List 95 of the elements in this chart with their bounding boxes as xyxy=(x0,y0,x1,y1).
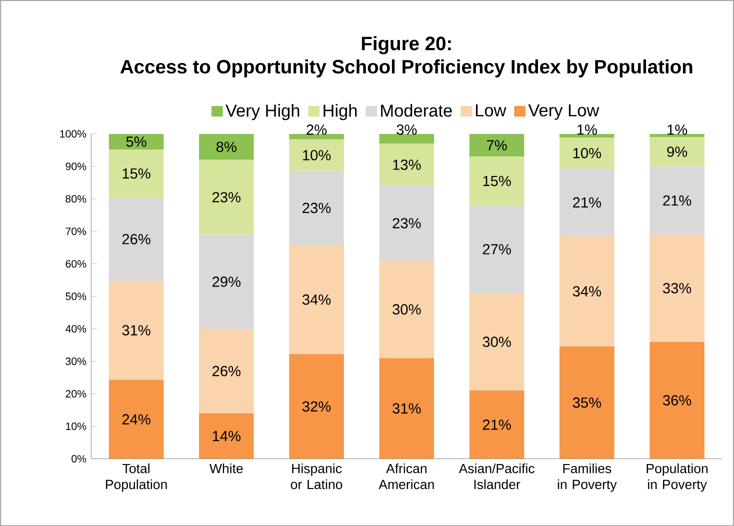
x-tick-label: Population in Poverty xyxy=(646,463,708,492)
data-label: 34% xyxy=(302,294,331,305)
bar xyxy=(560,134,614,138)
legend-label: Moderate xyxy=(381,104,452,117)
y-tick-label: 40% xyxy=(66,324,86,332)
data-label: 33% xyxy=(663,282,692,294)
data-label: 8% xyxy=(216,142,236,152)
bar xyxy=(108,280,164,380)
data-label: 30% xyxy=(392,304,421,314)
bar xyxy=(469,156,524,206)
data-label: 2% xyxy=(306,124,327,135)
bar xyxy=(108,197,164,281)
bar xyxy=(469,390,524,459)
data-label: 5% xyxy=(126,136,146,147)
data-label: 34% xyxy=(572,286,601,296)
data-label: 10% xyxy=(303,150,331,160)
bar xyxy=(560,346,614,459)
x-tick-label: Asian/Pacific Islander xyxy=(458,463,534,490)
data-label: 35% xyxy=(572,397,601,408)
bar xyxy=(560,236,614,346)
y-tick-label: 60% xyxy=(66,260,86,268)
y-tick-label: 100% xyxy=(60,130,86,138)
bar xyxy=(560,168,614,236)
data-label: 1% xyxy=(577,124,597,135)
x-tick-label: African American xyxy=(378,463,434,490)
bar xyxy=(469,205,524,293)
legend-label: High xyxy=(324,104,357,120)
chart-subtitle: Access to Opportunity School Proficiency Index by Population xyxy=(120,59,692,78)
data-label: 21% xyxy=(482,419,511,430)
y-tick-label: 10% xyxy=(66,422,86,430)
x-tick-label: Hispanic or Latino xyxy=(290,463,342,490)
bar xyxy=(650,342,704,459)
x-tick-label: Total Population xyxy=(106,463,167,492)
data-label: 1% xyxy=(668,124,688,135)
bar xyxy=(289,354,344,459)
bar xyxy=(289,170,344,245)
bar xyxy=(560,137,614,169)
bar xyxy=(379,260,434,358)
data-label: 3% xyxy=(396,124,417,135)
y-tick-label: 20% xyxy=(66,390,86,398)
bar xyxy=(379,358,434,459)
y-tick-label: 70% xyxy=(66,228,86,236)
data-label: 21% xyxy=(663,195,692,206)
data-label: 15% xyxy=(483,176,511,186)
bar xyxy=(199,328,254,414)
bar xyxy=(199,160,254,235)
data-label: 7% xyxy=(486,140,507,150)
data-label: 26% xyxy=(212,366,240,376)
data-label: 15% xyxy=(122,168,150,179)
bar xyxy=(650,234,704,342)
chart-title: Figure 20: xyxy=(362,36,451,54)
data-label: 10% xyxy=(573,148,601,158)
data-label: 23% xyxy=(302,202,331,214)
y-tick-label: 90% xyxy=(66,162,86,170)
bar xyxy=(469,134,524,157)
data-label: 24% xyxy=(122,414,150,424)
data-label: 36% xyxy=(663,395,692,406)
data-label: 23% xyxy=(212,192,240,202)
data-label: 31% xyxy=(122,325,150,336)
data-label: 14% xyxy=(212,430,240,442)
data-label: 21% xyxy=(573,197,601,208)
bar xyxy=(199,413,254,459)
y-tick-label: 0% xyxy=(72,454,86,462)
bar xyxy=(469,292,524,390)
data-label: 9% xyxy=(667,146,688,157)
bar xyxy=(199,234,254,329)
legend-label: Very High xyxy=(226,104,300,120)
data-label: 32% xyxy=(302,401,331,412)
bar xyxy=(650,134,704,138)
bar xyxy=(289,139,344,171)
bar xyxy=(108,380,164,459)
bar xyxy=(199,134,254,160)
bar xyxy=(379,144,434,186)
data-label: 23% xyxy=(392,218,421,228)
bar xyxy=(108,134,164,150)
data-label: 13% xyxy=(393,160,421,170)
bar xyxy=(379,134,434,144)
x-tick-label: Families in Poverty xyxy=(558,463,617,492)
y-tick-label: 30% xyxy=(66,357,86,365)
y-tick-label: 50% xyxy=(66,292,86,300)
bar xyxy=(379,186,434,261)
bar xyxy=(650,166,704,235)
bar xyxy=(650,137,704,166)
bar xyxy=(289,244,344,354)
data-label: 26% xyxy=(122,234,150,244)
legend-label: Very Low xyxy=(528,104,600,120)
legend-label: Low xyxy=(476,104,506,116)
bar xyxy=(289,134,344,140)
data-label: 31% xyxy=(392,403,421,414)
bar xyxy=(108,149,164,198)
x-tick-label: White xyxy=(210,463,243,474)
data-label: 29% xyxy=(212,276,240,287)
data-label: 27% xyxy=(482,244,511,254)
y-tick-label: 80% xyxy=(66,195,86,203)
data-label: 30% xyxy=(482,336,511,347)
